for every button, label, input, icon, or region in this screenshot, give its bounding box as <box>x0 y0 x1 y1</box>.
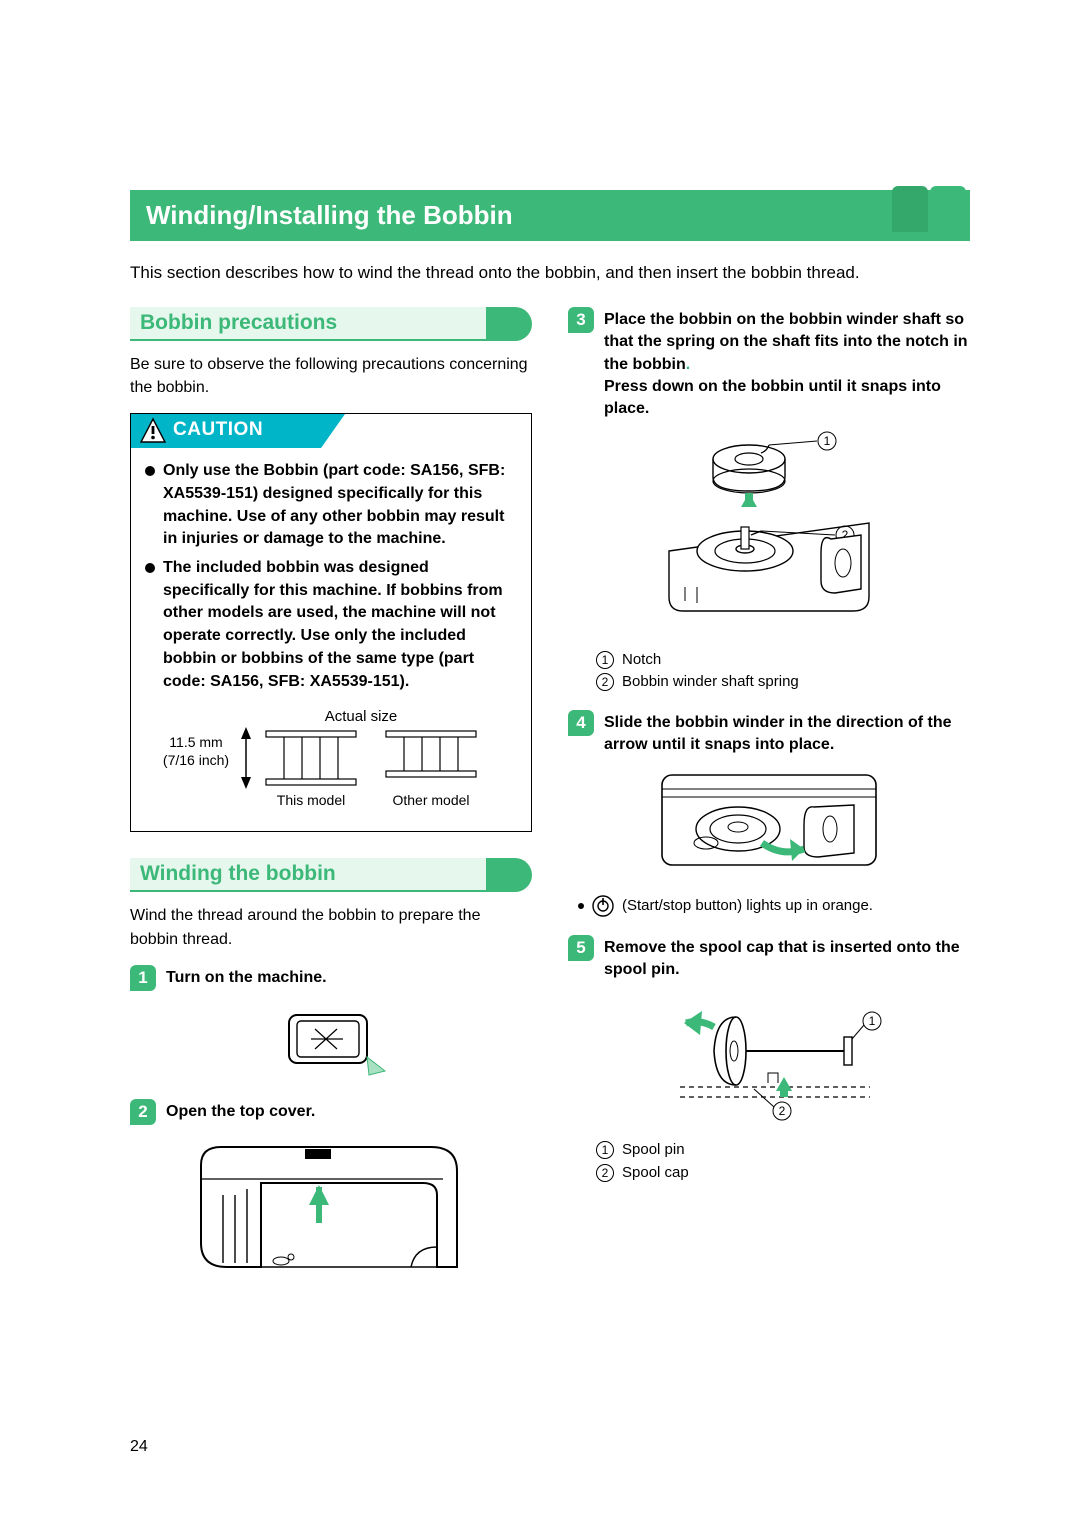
callout-row: 2 Spool cap <box>596 1162 970 1185</box>
step-text: Remove the spool cap that is inserted on… <box>604 935 970 982</box>
step3-callouts: 1 Notch 2 Bobbin winder shaft spring <box>596 649 970 694</box>
intro-text: This section describes how to wind the t… <box>130 261 970 285</box>
two-column-layout: Bobbin precautions Be sure to observe th… <box>130 307 970 1303</box>
callout-number-icon: 2 <box>596 673 614 691</box>
figure-step1 <box>130 1001 532 1081</box>
step-number-icon: 1 <box>130 965 156 991</box>
caution-header: CAUTION <box>131 414 531 448</box>
step-text: Slide the bobbin winder in the direction… <box>604 710 970 757</box>
page-number: 24 <box>130 1438 148 1456</box>
caution-box: CAUTION Only use the Bobbin (part code: … <box>130 413 532 832</box>
page-title-banner: Winding/Installing the Bobbin <box>130 190 970 241</box>
callout-label: Spool cap <box>622 1162 689 1185</box>
caution-text: Only use the Bobbin (part code: SA156, S… <box>163 460 517 551</box>
step-number-icon: 3 <box>568 307 594 333</box>
svg-text:1: 1 <box>869 1014 876 1028</box>
caution-item: The included bobbin was designed specifi… <box>145 557 517 693</box>
step-text: Place the bobbin on the bobbin winder sh… <box>604 307 970 421</box>
callout-row: 1 Notch <box>596 649 970 672</box>
winding-lead: Wind the thread around the bobbin to pre… <box>130 904 532 950</box>
step-number-icon: 5 <box>568 935 594 961</box>
section-heading: Winding the bobbin <box>140 862 336 886</box>
precautions-lead: Be sure to observe the following precaut… <box>130 353 532 399</box>
manual-page: Winding/Installing the Bobbin This secti… <box>0 0 1080 1363</box>
size-mm: 11.5 mm <box>169 734 222 750</box>
callout-row: 1 Spool pin <box>596 1139 970 1162</box>
bobbin-size-figure: Actual size 11.5 mm (7/16 inch) <box>145 707 517 817</box>
section-header-winding: Winding the bobbin <box>130 858 532 892</box>
svg-text:2: 2 <box>779 1104 786 1118</box>
left-column: Bobbin precautions Be sure to observe th… <box>130 307 532 1303</box>
tab-decoration <box>880 186 970 232</box>
step-number-icon: 4 <box>568 710 594 736</box>
step-5: 5 Remove the spool cap that is inserted … <box>568 935 970 982</box>
figure-step3: 1 2 <box>568 431 970 631</box>
callout-label: Notch <box>622 649 661 672</box>
callout-label: Spool pin <box>622 1139 685 1162</box>
step-text: Turn on the machine. <box>166 965 327 991</box>
step-text: Open the top cover. <box>166 1099 315 1125</box>
start-stop-button-icon <box>592 895 614 917</box>
section-header-precautions: Bobbin precautions <box>130 307 532 341</box>
right-column: 3 Place the bobbin on the bobbin winder … <box>568 307 970 1303</box>
caution-item: Only use the Bobbin (part code: SA156, S… <box>145 460 517 551</box>
step-2: 2 Open the top cover. <box>130 1099 532 1125</box>
bullet-icon <box>145 563 155 573</box>
caution-list: Only use the Bobbin (part code: SA156, S… <box>131 460 531 693</box>
step-4: 4 Slide the bobbin winder in the directi… <box>568 710 970 757</box>
callout-number-icon: 2 <box>596 1164 614 1182</box>
callout-label: Bobbin winder shaft spring <box>622 671 799 694</box>
other-model-label: Other model <box>392 792 469 808</box>
note-text: (Start/stop button) lights up in orange. <box>622 897 873 914</box>
figure-step2 <box>130 1135 532 1285</box>
callout-number-icon: 1 <box>596 651 614 669</box>
step4-note: (Start/stop button) lights up in orange. <box>578 895 970 917</box>
step-3: 3 Place the bobbin on the bobbin winder … <box>568 307 970 421</box>
actual-size-label: Actual size <box>325 708 398 725</box>
size-in: (7/16 inch) <box>163 752 229 768</box>
step-1: 1 Turn on the machine. <box>130 965 532 991</box>
figure-step5: 1 2 <box>568 991 970 1121</box>
bullet-icon <box>578 903 584 909</box>
bullet-icon <box>145 466 155 476</box>
section-heading: Bobbin precautions <box>140 311 337 335</box>
caution-text: The included bobbin was designed specifi… <box>163 557 517 693</box>
callout-number-icon: 1 <box>596 1141 614 1159</box>
step-number-icon: 2 <box>130 1099 156 1125</box>
callout-row: 2 Bobbin winder shaft spring <box>596 671 970 694</box>
figure-step4 <box>568 767 970 877</box>
page-title: Winding/Installing the Bobbin <box>146 200 513 230</box>
warning-icon <box>139 417 167 445</box>
svg-text:1: 1 <box>824 434 831 448</box>
step3-text-b: Press down on the bobbin until it snaps … <box>604 378 941 417</box>
this-model-label: This model <box>277 792 345 808</box>
step5-callouts: 1 Spool pin 2 Spool cap <box>596 1139 970 1184</box>
step3-text-a: Place the bobbin on the bobbin winder sh… <box>604 311 968 373</box>
caution-label: CAUTION <box>173 419 263 441</box>
